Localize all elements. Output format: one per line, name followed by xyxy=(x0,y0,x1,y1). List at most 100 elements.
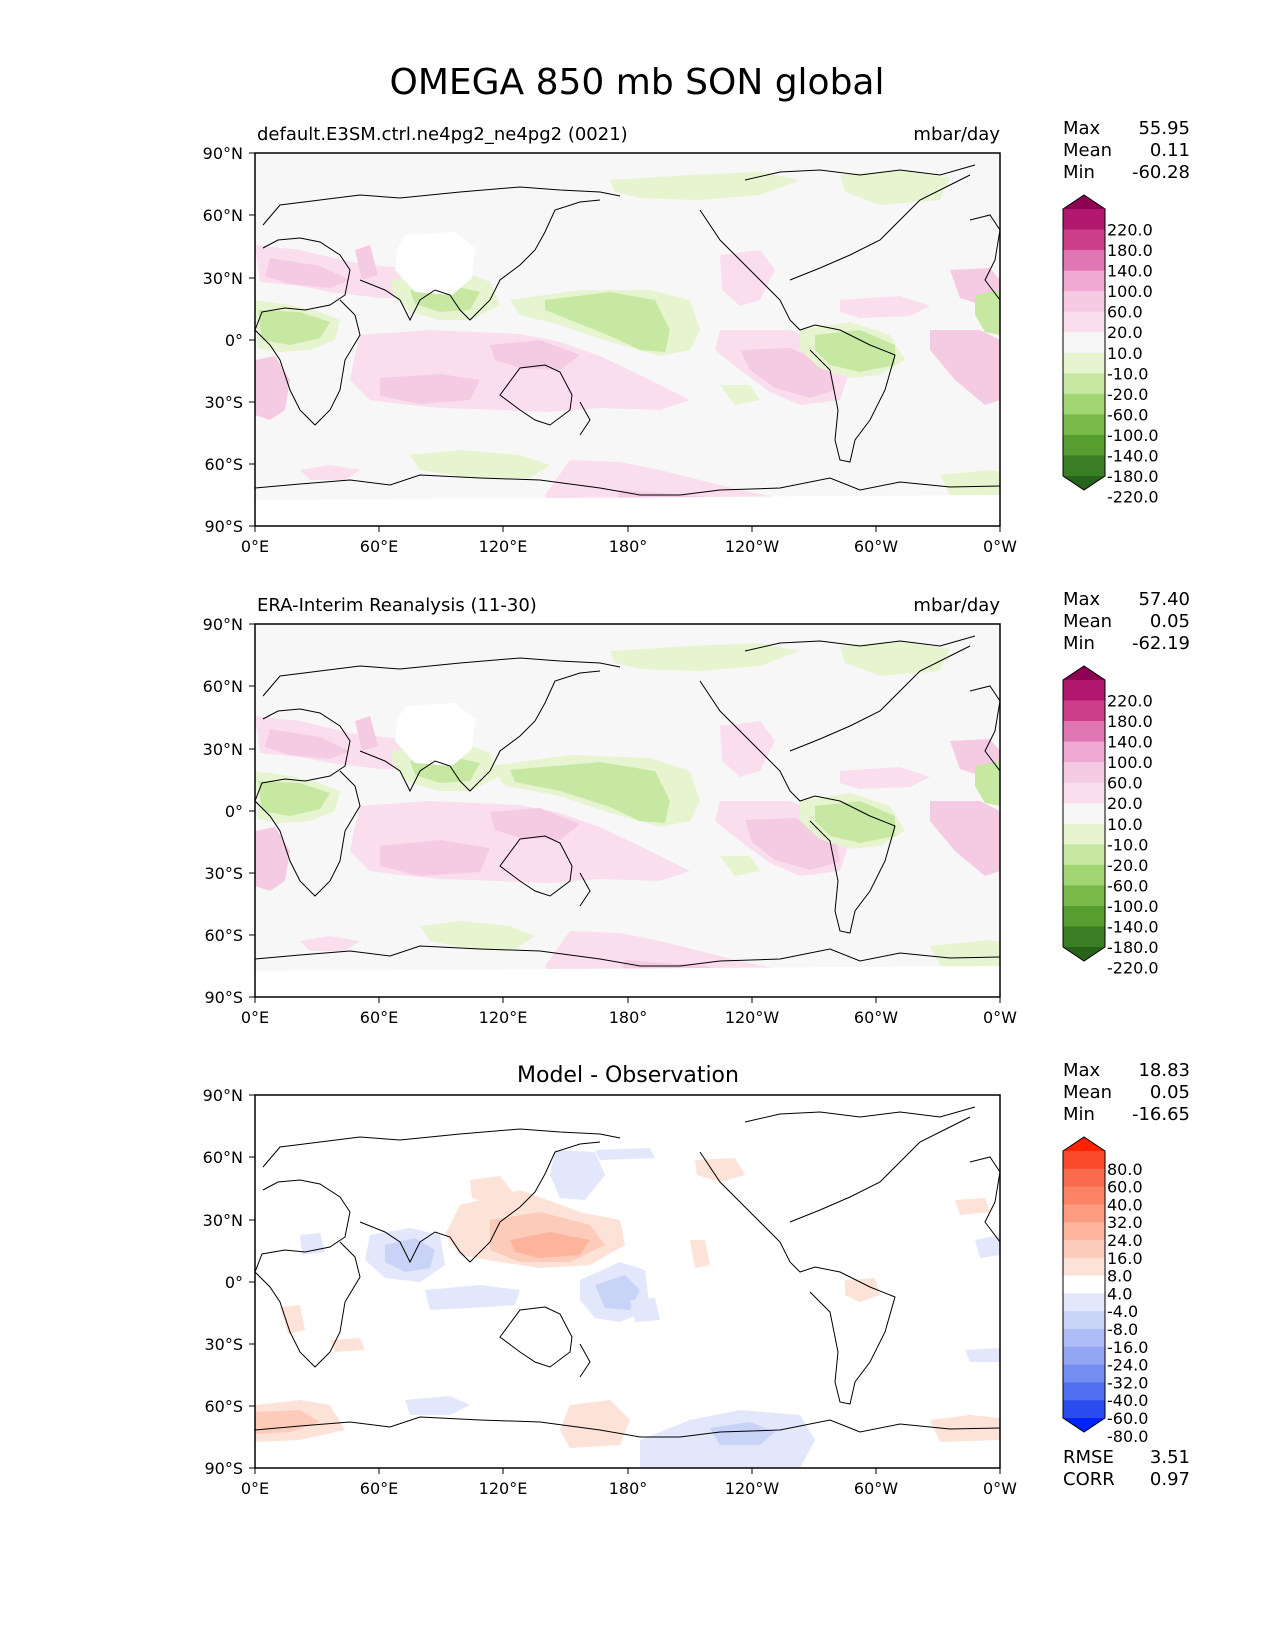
lon-tick-label: 120°E xyxy=(479,537,528,556)
lat-tick-label: 0° xyxy=(225,1273,243,1292)
colorbar-segment xyxy=(1063,270,1105,292)
colorbar-segment xyxy=(1063,864,1105,886)
lat-tick-label: 90°N xyxy=(203,144,243,163)
stat-value: 18.83 xyxy=(1138,1060,1190,1081)
stat-label: Mean xyxy=(1063,1082,1112,1103)
colorbar-tick-label: 220.0 xyxy=(1107,692,1153,711)
colorbar-segment xyxy=(1063,332,1105,354)
colorbar-segment xyxy=(1063,209,1105,231)
colorbar-tick-label: -32.0 xyxy=(1107,1373,1148,1392)
rmse-value: 3.51 xyxy=(1150,1447,1190,1468)
colorbar-segment xyxy=(1063,721,1105,743)
colorbar-segment xyxy=(1063,1346,1105,1366)
colorbar-tick-label: -60.0 xyxy=(1107,876,1148,895)
colorbar-segment xyxy=(1063,1293,1105,1312)
colorbar-tick-label: 24.0 xyxy=(1107,1231,1143,1250)
lon-axis: 0°E 60°E 120°E 180° 120°W 60°W 0°W xyxy=(241,526,1017,556)
colorbar-outline xyxy=(1062,665,1106,962)
colorbar-tick-label: 32.0 xyxy=(1107,1213,1143,1232)
lat-tick-label: 30°N xyxy=(203,269,243,288)
colorbar-tick-label: 80.0 xyxy=(1107,1160,1143,1179)
stat-value: 55.95 xyxy=(1138,118,1190,139)
stats-rmse-corr: RMSE 3.51 CORR 0.97 xyxy=(1063,1447,1190,1490)
colorbar-segment xyxy=(1063,1204,1105,1223)
panel-observation: ERA-Interim Reanalysis (11-30) mbar/day xyxy=(203,589,1190,1027)
lat-axis: 90°N 60°N 30°N 0° 30°S 60°S 90°S xyxy=(203,144,255,536)
colorbar-tick-label: -60.0 xyxy=(1107,1409,1148,1428)
lon-tick-label: 0°E xyxy=(241,537,269,556)
colorbar-tick-label: -140.0 xyxy=(1107,917,1159,936)
colorbar-tick-label: -80.0 xyxy=(1107,1427,1148,1446)
colorbar-tick-label: -140.0 xyxy=(1107,446,1159,465)
colorbar-tick-label: -24.0 xyxy=(1107,1356,1148,1375)
lon-tick-label: 60°E xyxy=(360,1008,398,1027)
stat-label: Max xyxy=(1063,1060,1101,1081)
colorbar-tick-label: 8.0 xyxy=(1107,1267,1132,1286)
colorbar-tick-label: -60.0 xyxy=(1107,405,1148,424)
stat-value: 0.05 xyxy=(1150,611,1190,632)
colorbar-extend-bottom xyxy=(1063,947,1105,961)
lat-axis: 90°N 60°N 30°N 0° 30°S 60°S 90°S xyxy=(203,1086,255,1478)
lon-tick-label: 0°W xyxy=(983,537,1017,556)
lat-tick-label: 60°N xyxy=(203,1148,243,1167)
lon-tick-label: 120°E xyxy=(479,1008,528,1027)
colorbar-segment xyxy=(1063,311,1105,333)
stats-difference: Max 18.83 Mean 0.05 Min -16.65 xyxy=(1063,1060,1190,1125)
colorbar-tick-label: 140.0 xyxy=(1107,262,1153,281)
colorbar-segment xyxy=(1063,885,1105,907)
colorbar-tick-label: -20.0 xyxy=(1107,856,1148,875)
colorbar-segment xyxy=(1063,393,1105,415)
colorbar-tick-label: -220.0 xyxy=(1107,488,1159,507)
colorbar-tick-label: -180.0 xyxy=(1107,938,1159,957)
colorbar-segment xyxy=(1063,455,1105,477)
lat-axis: 90°N 60°N 30°N 0° 30°S 60°S 90°S xyxy=(203,615,255,1007)
stats-observation: Max 57.40 Mean 0.05 Min -62.19 xyxy=(1063,589,1190,654)
lat-tick-label: 30°S xyxy=(204,1335,243,1354)
lat-tick-label: 60°S xyxy=(204,926,243,945)
stat-value: 0.05 xyxy=(1150,1082,1190,1103)
colorbar-outline xyxy=(1062,194,1106,491)
colorbar-segment xyxy=(1063,905,1105,927)
colorbar-tick-label: 10.0 xyxy=(1107,815,1143,834)
stat-value: 57.40 xyxy=(1138,589,1190,610)
coastlines xyxy=(255,164,1000,496)
panel-units: mbar/day xyxy=(913,124,1000,145)
lon-axis: 0°E 60°E 120°E 180° 120°W 60°W 0°W xyxy=(241,1468,1017,1498)
colorbar-segment xyxy=(1063,1364,1105,1383)
colorbar-tick-label: 40.0 xyxy=(1107,1195,1143,1214)
colorbar-tick-label: -100.0 xyxy=(1107,897,1159,916)
stat-label: Min xyxy=(1063,633,1095,654)
lon-tick-label: 60°W xyxy=(854,1008,898,1027)
colorbar-segment xyxy=(1063,250,1105,272)
lat-tick-label: 90°S xyxy=(204,517,243,536)
colorbar-tick-label: -16.0 xyxy=(1107,1338,1148,1357)
lat-tick-label: 30°S xyxy=(204,393,243,412)
colorbar-tick-label: 180.0 xyxy=(1107,712,1153,731)
corr-value: 0.97 xyxy=(1150,1469,1190,1490)
colorbar-segment xyxy=(1063,803,1105,825)
lat-tick-label: 0° xyxy=(225,802,243,821)
lat-tick-label: 60°N xyxy=(203,677,243,696)
lon-tick-label: 0°W xyxy=(983,1008,1017,1027)
colorbar-tick-label: -20.0 xyxy=(1107,385,1148,404)
colorbar-tick-label: -220.0 xyxy=(1107,959,1159,978)
colorbar-extend-top xyxy=(1063,195,1105,209)
lon-axis: 0°E 60°E 120°E 180° 120°W 60°W 0°W xyxy=(241,997,1017,1027)
colorbar-segment xyxy=(1063,844,1105,866)
omega-field-contours xyxy=(255,170,1000,526)
figure-title: OMEGA 850 mb SON global xyxy=(390,62,885,103)
colorbar-segment xyxy=(1063,1311,1105,1330)
stats-model: Max 55.95 Mean 0.11 Min -60.28 xyxy=(1063,118,1190,183)
colorbar-tick-label: -4.0 xyxy=(1107,1302,1138,1321)
colorbar-tick-label: -10.0 xyxy=(1107,835,1148,854)
colorbar-outline xyxy=(1062,1136,1106,1433)
coastlines xyxy=(255,635,1000,967)
colorbar-extend-top xyxy=(1063,1137,1105,1151)
colorbar-segment xyxy=(1063,373,1105,395)
panel-difference: Model - Observation xyxy=(203,1060,1190,1498)
rmse-label: RMSE xyxy=(1063,1447,1114,1468)
colorbar-tick-label: 20.0 xyxy=(1107,794,1143,813)
lat-tick-label: 60°N xyxy=(203,206,243,225)
colorbar-segment xyxy=(1063,741,1105,763)
